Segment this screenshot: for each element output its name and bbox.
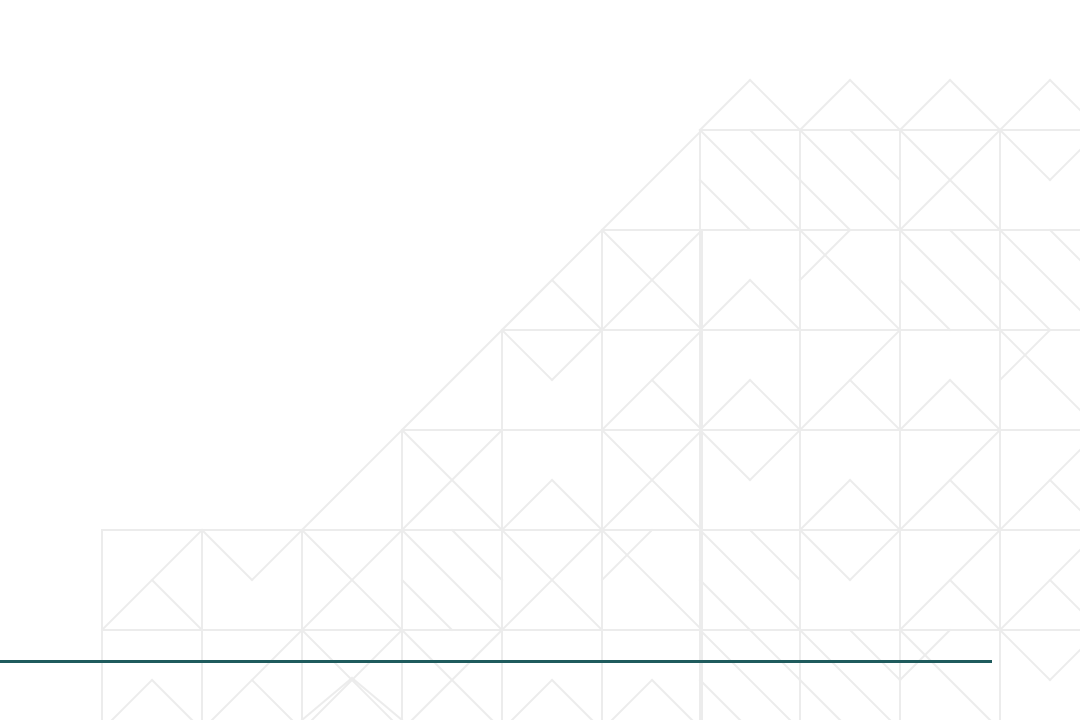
- pattern-line: [698, 278, 752, 332]
- pattern-line: [550, 678, 594, 720]
- pattern-line: [898, 78, 952, 132]
- pattern-line: [350, 676, 404, 720]
- pattern-line: [798, 128, 902, 232]
- pattern-line: [500, 528, 604, 632]
- pattern-line: [1048, 148, 1080, 182]
- pattern-line: [600, 528, 704, 632]
- pattern-line: [748, 378, 802, 432]
- pattern-line: [500, 478, 554, 532]
- pattern-line: [550, 478, 604, 532]
- pattern-line: [898, 228, 1002, 332]
- pattern-line: [798, 678, 842, 720]
- pattern-line: [510, 678, 554, 720]
- pattern-line: [1048, 578, 1080, 612]
- pattern-line: [110, 678, 154, 720]
- pattern-line: [450, 528, 504, 582]
- pattern-line: [898, 128, 1002, 232]
- pattern-line: [998, 548, 1080, 632]
- pattern-line: [698, 578, 752, 632]
- pattern-line: [300, 528, 404, 632]
- pattern-line: [600, 428, 704, 532]
- pattern-line: [1048, 228, 1080, 262]
- pattern-line: [250, 528, 304, 582]
- pattern-line: [748, 428, 802, 482]
- pattern-line: [400, 628, 494, 720]
- pattern-line: [798, 178, 852, 232]
- pattern-line: [698, 378, 752, 432]
- pattern-line: [998, 128, 1052, 182]
- pattern-line: [798, 528, 852, 582]
- pattern-line: [300, 428, 404, 532]
- pattern-line: [948, 378, 1002, 432]
- pattern-line: [550, 328, 604, 382]
- pattern-line: [848, 128, 902, 182]
- pattern-line: [1048, 648, 1080, 682]
- pattern-line: [150, 678, 194, 720]
- pattern-line: [400, 428, 504, 532]
- pattern-line: [848, 378, 902, 432]
- pattern-line: [400, 578, 454, 632]
- pattern-line: [698, 78, 752, 132]
- pattern-line: [898, 628, 952, 682]
- pattern-line: [798, 228, 852, 282]
- pattern-line: [848, 78, 902, 132]
- pattern-line: [998, 328, 1052, 382]
- pattern-line: [550, 278, 604, 332]
- pattern-line: [150, 578, 204, 632]
- pattern-line: [698, 178, 752, 232]
- pattern-line: [848, 528, 902, 582]
- pattern-line: [748, 528, 802, 582]
- pattern-line: [698, 528, 802, 632]
- pattern-line: [250, 678, 294, 720]
- pattern-line: [898, 378, 952, 432]
- pattern-line: [798, 628, 892, 720]
- pattern-line: [798, 478, 852, 532]
- pattern-line: [410, 628, 504, 720]
- pattern-line: [798, 78, 852, 132]
- pattern-line: [898, 278, 952, 332]
- pattern-line: [848, 628, 902, 682]
- pattern-line: [610, 678, 654, 720]
- pattern-line: [698, 128, 802, 232]
- pattern-line: [998, 228, 1080, 312]
- pattern-line: [300, 676, 354, 720]
- pattern-line: [500, 228, 604, 332]
- pattern-line: [500, 328, 554, 382]
- pattern-line: [698, 678, 742, 720]
- pattern-line: [798, 228, 902, 332]
- pattern-line: [650, 678, 694, 720]
- pattern-line: [600, 528, 654, 582]
- pattern-line: [1048, 478, 1080, 512]
- pattern-line: [600, 228, 704, 332]
- pattern-line: [898, 628, 992, 720]
- pattern-line: [748, 628, 802, 682]
- pattern-line: [600, 128, 704, 232]
- pattern-line: [998, 278, 1052, 332]
- pattern-line: [650, 378, 704, 432]
- pattern-line: [998, 328, 1080, 412]
- pattern-line: [748, 78, 802, 132]
- pattern-line: [998, 448, 1080, 532]
- accent-rule: [0, 660, 992, 663]
- pattern-line: [1048, 78, 1080, 112]
- pattern-line: [948, 228, 1002, 282]
- pattern-line: [998, 78, 1052, 132]
- pattern-line: [948, 78, 1002, 132]
- pattern-line: [210, 628, 304, 720]
- pattern-line: [698, 428, 752, 482]
- pattern-line: [698, 628, 792, 720]
- pattern-line: [748, 128, 802, 182]
- pattern-line: [848, 478, 902, 532]
- pattern-line: [998, 628, 1052, 682]
- pattern-line: [310, 628, 404, 720]
- pattern-line: [400, 528, 504, 632]
- pattern-line: [748, 278, 802, 332]
- pattern-line: [948, 478, 1002, 532]
- pattern-line: [200, 528, 254, 582]
- pattern-line: [400, 328, 504, 432]
- pattern-line: [948, 578, 1002, 632]
